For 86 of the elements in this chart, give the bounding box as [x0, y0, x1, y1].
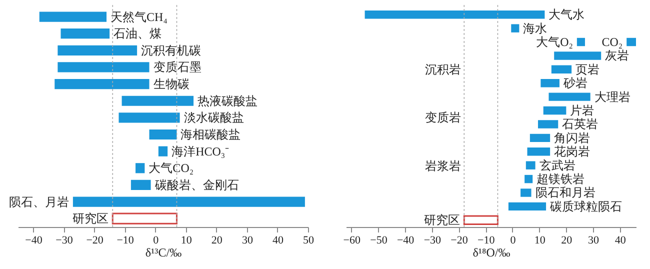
bar [511, 24, 520, 32]
bar [118, 112, 180, 123]
bar [508, 202, 546, 211]
category-label: 沉积有机碳 [141, 43, 202, 58]
bar [364, 10, 545, 19]
bar [527, 148, 550, 156]
bar [60, 28, 110, 39]
annotation: 岩浆岩 [424, 158, 461, 173]
bar [538, 120, 558, 128]
bar [526, 161, 536, 170]
x-tick-label: 40 [272, 234, 284, 246]
category-label: 花岗岩 [554, 144, 590, 159]
category-label: 超镁铁岩 [536, 172, 585, 186]
category-label: 石英岩 [562, 117, 598, 132]
x-tick-label: 10 [180, 234, 192, 246]
bar [158, 146, 168, 156]
bar [554, 52, 602, 60]
series-label: 陨石、月岩 [8, 194, 69, 209]
x-tick-label: 0 [153, 234, 160, 246]
bar [543, 106, 566, 115]
x-tick-label: −40 [25, 234, 43, 246]
bar [540, 79, 560, 88]
bar [58, 45, 138, 56]
category-label: 淡水碳酸盐 [184, 110, 244, 125]
category-label: 碳质球粒陨石 [550, 199, 622, 214]
category-label: 天然气CH₄ [110, 10, 168, 24]
category-label: 变质石墨 [153, 60, 202, 74]
x-tick-label: −10 [478, 234, 496, 246]
x-tick-label: 30 [242, 234, 254, 246]
category-label: 玄武岩 [539, 158, 576, 172]
bar [576, 38, 585, 46]
category-label: 陨石和月岩 [535, 186, 596, 200]
category-label: 碳酸岩、金刚石 [154, 178, 239, 192]
bar [548, 92, 590, 101]
category-label: 石油、煤 [114, 26, 162, 41]
x-tick-label: −20 [450, 234, 468, 246]
bar [136, 163, 145, 174]
bar [524, 174, 533, 184]
category-label: 大理岩 [594, 90, 630, 104]
series-label: 大气O₂ [536, 35, 573, 49]
category-label: 海洋HCO₃⁻ [172, 144, 230, 158]
x-tick-label: −50 [370, 234, 388, 246]
x-axis-title: δ¹⁸O/‰ [472, 246, 510, 260]
x-tick-label: −10 [116, 234, 134, 246]
category-label: 海相碳酸盐 [180, 128, 241, 142]
category-label: 灰岩 [605, 48, 630, 63]
bar [39, 12, 107, 22]
bar [520, 188, 532, 197]
series-label: 研究区 [72, 212, 109, 226]
x-tick-label: 20 [561, 234, 573, 246]
bar [551, 65, 572, 74]
series-label: 研究区 [424, 213, 460, 228]
annotation: 变质岩 [424, 110, 461, 125]
category-label: 砂岩 [563, 76, 588, 90]
category-label: 大气CO₂ [148, 161, 194, 176]
category-label: 海水 [523, 21, 548, 36]
bar [149, 129, 177, 140]
bar [122, 96, 194, 106]
x-tick-label: −30 [56, 234, 74, 246]
category-label: 大气水 [548, 8, 585, 22]
x-tick-label: 20 [211, 234, 223, 246]
x-tick-label: 10 [534, 234, 546, 246]
x-tick-label: 0 [510, 234, 516, 246]
x-tick-label: −30 [424, 234, 442, 246]
category-label: 片岩 [570, 104, 594, 118]
x-tick-label: −60 [343, 234, 361, 246]
x-tick-label: 40 [614, 234, 626, 246]
x-tick-label: −40 [396, 234, 415, 246]
bar [58, 62, 150, 72]
bar [72, 196, 305, 207]
bar [112, 212, 178, 224]
bar [54, 79, 150, 90]
bar [463, 215, 498, 226]
x-tick-label: −20 [86, 234, 104, 246]
series-label: CO₂ [602, 35, 623, 49]
x-tick-label: 50 [303, 234, 314, 246]
category-label: 热液碳酸盐 [198, 94, 258, 108]
bar [530, 134, 550, 142]
annotation: 沉积岩 [424, 62, 461, 76]
category-label: 角闪岩 [554, 130, 590, 145]
x-axis-title: δ¹³C/‰ [145, 246, 182, 260]
bar [130, 180, 151, 190]
x-tick-label: 30 [588, 234, 600, 246]
bar [626, 38, 636, 46]
category-label: 生物碳 [153, 77, 190, 92]
category-label: 页岩 [576, 62, 600, 76]
